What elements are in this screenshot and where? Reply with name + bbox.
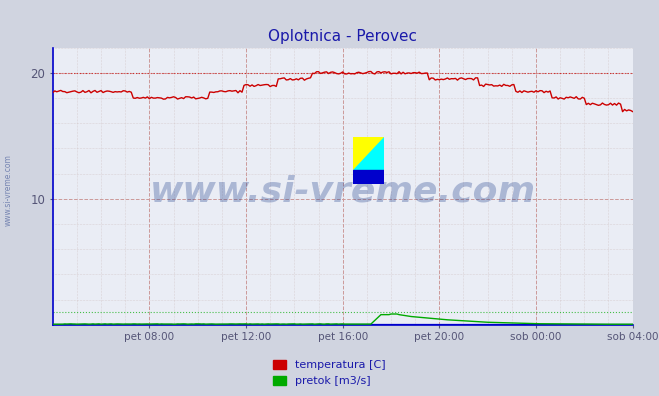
Polygon shape [353, 170, 384, 184]
Text: www.si-vreme.com: www.si-vreme.com [4, 154, 13, 226]
Polygon shape [353, 137, 384, 170]
Legend: temperatura [C], pretok [m3/s]: temperatura [C], pretok [m3/s] [273, 360, 386, 386]
Text: www.si-vreme.com: www.si-vreme.com [150, 175, 536, 209]
Title: Oplotnica - Perovec: Oplotnica - Perovec [268, 29, 417, 44]
Polygon shape [353, 137, 384, 170]
